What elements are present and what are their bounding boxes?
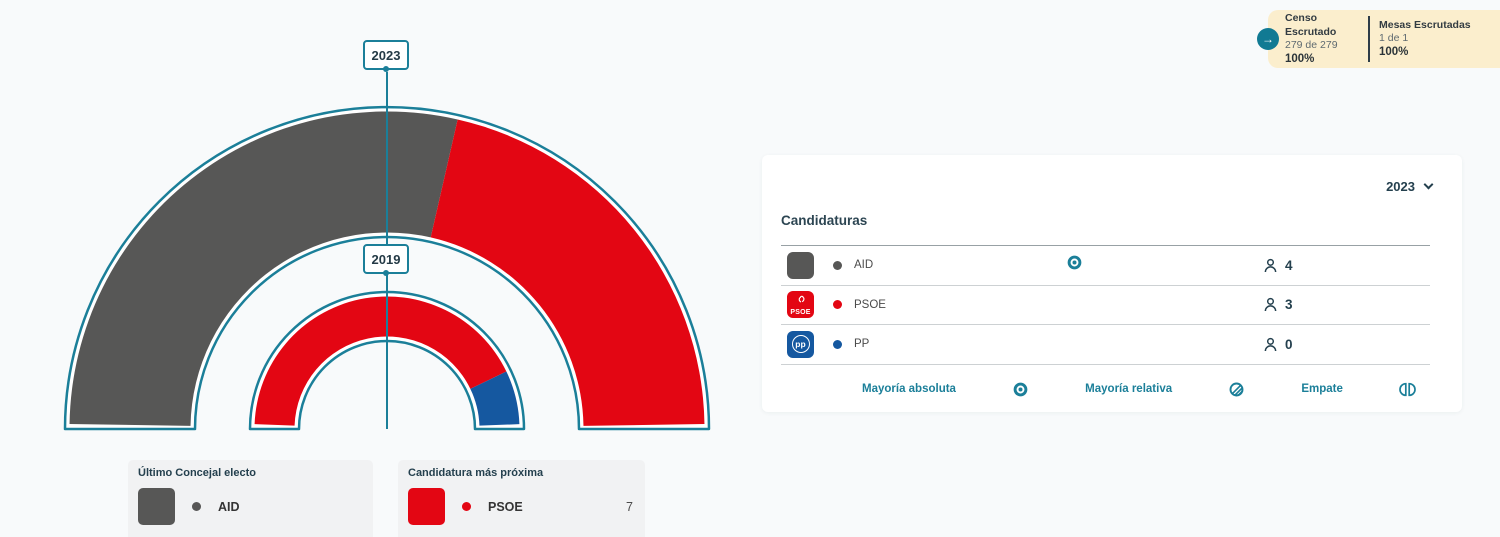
councillor-icon xyxy=(1264,258,1277,272)
seat-segment-2019-PP[interactable] xyxy=(470,371,520,426)
relative-majority-icon xyxy=(1228,381,1245,398)
tables-value: 1 de 1 xyxy=(1379,32,1409,44)
expand-arrow-icon[interactable]: → xyxy=(1257,28,1279,50)
pp-logo: pp xyxy=(787,330,814,358)
party-color-dot xyxy=(833,339,842,349)
tables-scrutinized: Mesas Escrutadas 1 de 1 100% xyxy=(1368,16,1500,62)
legend-relative-majority-label: Mayoría relativa xyxy=(1085,383,1173,395)
party-name: AID xyxy=(218,499,240,514)
councillor-icon xyxy=(1264,298,1277,312)
census-label: Censo Escrutado xyxy=(1285,12,1337,38)
scrutiny-summary: → Censo Escrutado 279 de 279 100% Mesas … xyxy=(1257,10,1500,68)
tie-icon xyxy=(1399,381,1416,398)
card-row: AID xyxy=(138,488,361,525)
party-name: PP xyxy=(854,338,870,351)
majority-legend: Mayoría absoluta Mayoría relativa Empate xyxy=(762,366,1462,412)
chevron-down-icon xyxy=(1423,179,1434,190)
seats-group: 0 xyxy=(1263,337,1293,352)
census-scrutinized: Censo Escrutado 279 de 279 100% xyxy=(1268,12,1368,65)
seat-arc-chart[interactable] xyxy=(0,0,760,537)
party-color-dot xyxy=(833,260,842,270)
tables-percent: 100% xyxy=(1379,46,1409,58)
pp-logo-text: pp xyxy=(791,335,810,354)
party-color-square xyxy=(408,488,445,525)
legend-tie-label: Empate xyxy=(1301,383,1343,395)
party-color-dot xyxy=(833,300,842,310)
party-name: PSOE xyxy=(488,499,523,514)
absolute-majority-icon xyxy=(1012,381,1029,398)
year-dropdown[interactable]: 2023 xyxy=(1386,179,1434,194)
seat-count: 0 xyxy=(1285,336,1293,352)
psoe-logo: PSOE xyxy=(787,291,814,319)
last-councillor-card: Último Concejal electo AID xyxy=(128,460,373,537)
candidaturas-table: AID 4 xyxy=(781,245,1430,365)
seat-segment-2023-PSOE[interactable] xyxy=(430,119,705,426)
card-row: PSOE 7 xyxy=(408,488,633,525)
seat-segment-2023-AID[interactable] xyxy=(69,111,458,426)
card-title: Último Concejal electo xyxy=(138,467,256,479)
seat-segment-2019-PSOE[interactable] xyxy=(254,296,507,426)
party-color-dot xyxy=(462,502,471,511)
year-marker-label: 2023 xyxy=(371,47,401,63)
seat-count: 4 xyxy=(1285,257,1293,273)
party-color-dot xyxy=(192,502,201,511)
table-row-aid[interactable]: AID 4 xyxy=(781,246,1430,286)
absolute-majority-icon xyxy=(1066,254,1083,276)
year-dropdown-value: 2023 xyxy=(1386,179,1415,194)
closest-candidacy-card: Candidatura más próxima PSOE 7 xyxy=(398,460,645,537)
psoe-emblem-icon xyxy=(798,296,804,303)
census-percent: 100% xyxy=(1285,53,1315,65)
party-color-square xyxy=(138,488,175,525)
census-value: 279 de 279 xyxy=(1285,39,1338,51)
psoe-logo-text: PSOE xyxy=(790,309,811,317)
table-row-pp[interactable]: pp PP 0 xyxy=(781,325,1430,365)
tables-label: Mesas Escrutadas xyxy=(1379,19,1471,31)
card-value: 7 xyxy=(626,499,633,514)
seats-group: 3 xyxy=(1263,297,1293,312)
year-marker-2023: 2023 xyxy=(363,40,409,70)
seat-count: 3 xyxy=(1285,297,1293,313)
party-name: AID xyxy=(854,259,874,272)
card-title: Candidatura más próxima xyxy=(408,467,544,479)
year-marker-2019: 2019 xyxy=(363,244,409,274)
table-row-psoe[interactable]: PSOE PSOE 3 xyxy=(781,286,1430,325)
results-panel: 2023 Candidaturas AID xyxy=(762,155,1462,412)
party-name: PSOE xyxy=(854,298,886,311)
panel-title: Candidaturas xyxy=(781,213,868,228)
aid-logo xyxy=(787,251,814,279)
year-marker-label: 2019 xyxy=(371,251,401,267)
legend-absolute-majority-label: Mayoría absoluta xyxy=(862,383,956,395)
seats-group: 4 xyxy=(1263,258,1293,273)
councillor-icon xyxy=(1264,337,1277,351)
